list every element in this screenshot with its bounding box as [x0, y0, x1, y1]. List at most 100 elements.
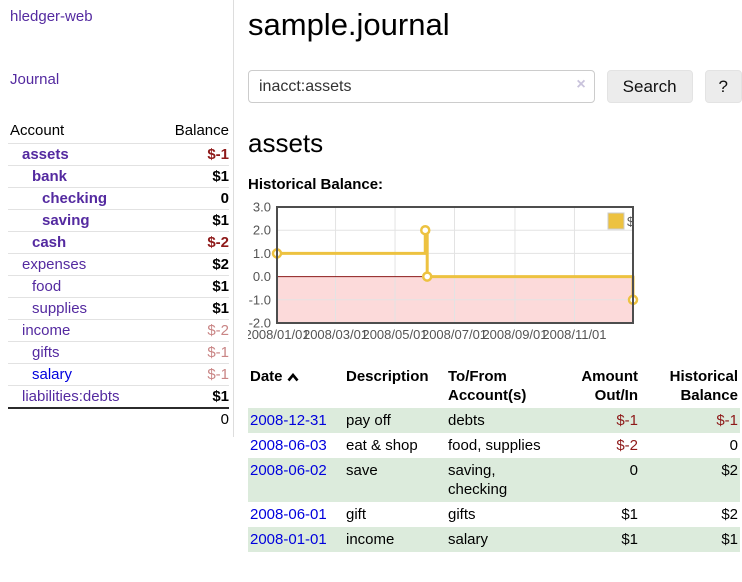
help-button[interactable]: ? [704, 70, 742, 103]
account-balance: $1 [154, 165, 229, 188]
chart-border [276, 206, 634, 324]
account-link[interactable]: liabilities:debts [22, 388, 120, 405]
register-row: 2008-06-02 save saving, checking 0 $2 [248, 458, 740, 502]
account-row: bank $1 [8, 165, 229, 188]
accounts-total-value: 0 [154, 407, 229, 430]
account-link[interactable]: expenses [22, 256, 87, 273]
data-point-marker [421, 271, 433, 282]
y-tick-label: 1.0 [253, 246, 271, 261]
x-tick-label: 2008/09/01 [482, 327, 547, 342]
main-content: sample.journal × Search ? assets Histori… [248, 0, 742, 552]
account-balance: $-1 [154, 143, 229, 166]
account-row: food $1 [8, 275, 229, 298]
account-row: gifts $-1 [8, 341, 229, 364]
x-tick-label: 2008/11/01 [542, 327, 606, 342]
transaction-amount: $1 [621, 506, 638, 523]
transaction-description: income [346, 531, 395, 548]
transaction-accounts: food, supplies [448, 437, 541, 454]
transaction-accounts: gifts [448, 506, 476, 523]
y-tick-label: 3.0 [253, 201, 271, 215]
sidebar-item-journal[interactable]: Journal [10, 71, 60, 88]
data-point-marker [420, 224, 431, 236]
transaction-description: pay off [346, 412, 391, 429]
account-balance: $1 [154, 385, 229, 408]
y-tick-label: -1.0 [249, 292, 271, 307]
transaction-amount: $-1 [616, 412, 638, 429]
account-balance: 0 [154, 187, 229, 210]
account-balance: $1 [154, 209, 229, 232]
legend-label: $ [627, 214, 635, 229]
register-col-amount: Amount Out/In [581, 368, 638, 404]
transaction-description: eat & shop [346, 437, 418, 454]
account-balance: $-1 [154, 341, 229, 364]
account-balance: $-2 [154, 231, 229, 254]
accounts-col-account: Account [10, 122, 65, 139]
account-link[interactable]: saving [42, 212, 90, 229]
account-row: expenses $2 [8, 253, 229, 276]
transaction-balance: 0 [729, 437, 738, 454]
account-link[interactable]: checking [42, 190, 108, 207]
register-col-description: Description [346, 368, 429, 385]
account-link[interactable]: food [32, 278, 62, 295]
accounts-total-row: 0 [8, 407, 229, 430]
transaction-date-link[interactable]: 2008-01-01 [250, 531, 327, 548]
search-input[interactable] [248, 70, 595, 103]
sort-ascending-icon [287, 372, 299, 382]
legend-swatch-icon [607, 212, 625, 230]
register-table: Date Description To/From Account(s) Amou… [248, 364, 740, 552]
account-row: income $-2 [8, 319, 229, 342]
register-body: 2008-12-31 pay off debts $-1 $-1 2008-06-03 ea… [248, 408, 740, 552]
transaction-date-link[interactable]: 2008-06-02 [250, 462, 327, 479]
app-brand-link[interactable]: hledger-web [10, 8, 93, 25]
search-button[interactable]: Search [606, 70, 693, 103]
account-balance: $1 [154, 275, 229, 298]
transaction-description: gift [346, 506, 367, 523]
search-bar: × Search ? [248, 70, 742, 103]
transaction-accounts: debts [448, 412, 485, 429]
account-link[interactable]: cash [32, 234, 67, 251]
y-tick-label: 0.0 [253, 269, 271, 284]
accounts-table: Account Balance assets $-1 bank $1 checking 0… [8, 120, 229, 430]
transaction-amount: 0 [629, 462, 638, 479]
account-link[interactable]: salary [32, 366, 73, 383]
sidebar: hledger-web Journal Account Balance asse… [0, 0, 234, 437]
register-row: 2008-12-31 pay off debts $-1 $-1 [248, 408, 740, 433]
account-row: cash $-2 [8, 231, 229, 254]
x-tick-label: 2008/05/01 [362, 327, 427, 342]
register-col-balance: Historical Balance [669, 368, 738, 404]
register-col-date[interactable]: Date [248, 364, 344, 408]
transaction-date-link[interactable]: 2008-12-31 [250, 412, 327, 429]
account-row: salary $-1 [8, 363, 229, 386]
transaction-accounts: saving, checking [448, 462, 508, 498]
transaction-amount: $-2 [616, 437, 638, 454]
transaction-balance: $1 [721, 531, 738, 548]
account-link[interactable]: income [22, 322, 71, 339]
account-link[interactable]: assets [22, 146, 69, 163]
register-col-accounts: To/From Account(s) [448, 368, 527, 404]
register-row: 2008-06-01 gift gifts $1 $2 [248, 502, 740, 527]
x-tick-label: 2008/01/01 [248, 327, 310, 342]
transaction-balance: $2 [721, 462, 738, 479]
account-link[interactable]: supplies [32, 300, 88, 317]
register-row: 2008-01-01 income salary $1 $1 [248, 527, 740, 552]
accounts-body: assets $-1 bank $1 checking 0 saving $1 cash $-2 e… [8, 143, 229, 408]
transaction-amount: $1 [621, 531, 638, 548]
y-tick-label: -2.0 [249, 316, 271, 331]
transaction-balance: $2 [721, 506, 738, 523]
account-link[interactable]: bank [32, 168, 68, 185]
register-header-row: Date Description To/From Account(s) Amou… [248, 364, 740, 408]
account-row: assets $-1 [8, 143, 229, 166]
account-link[interactable]: gifts [32, 344, 60, 361]
transaction-date-link[interactable]: 2008-06-03 [250, 437, 327, 454]
account-row: liabilities:debts $1 [8, 385, 229, 408]
page-title: sample.journal [248, 7, 450, 42]
transaction-description: save [346, 462, 378, 479]
account-balance: $1 [154, 297, 229, 320]
x-tick-label: 2008/07/01 [422, 327, 487, 342]
transaction-balance: $-1 [716, 412, 738, 429]
account-balance: $-1 [154, 363, 229, 386]
transaction-date-link[interactable]: 2008-06-01 [250, 506, 327, 523]
account-heading: assets [248, 128, 324, 158]
clear-search-icon[interactable]: × [576, 76, 586, 93]
account-balance: $-2 [154, 319, 229, 342]
